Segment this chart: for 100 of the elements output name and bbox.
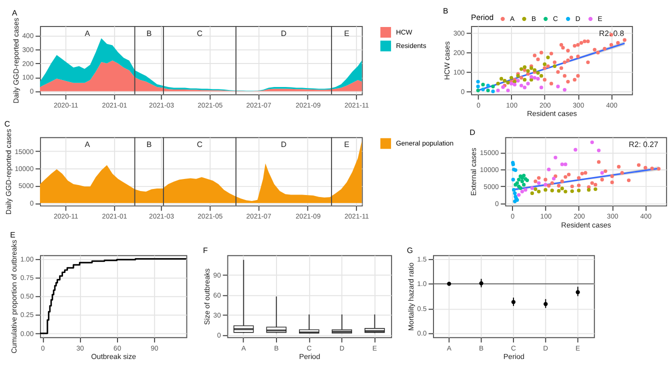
point xyxy=(576,54,580,58)
point xyxy=(520,190,524,194)
legend-title: Period xyxy=(471,13,494,22)
annotation: E xyxy=(344,28,350,38)
point xyxy=(564,175,568,179)
point xyxy=(526,82,530,86)
point xyxy=(586,188,591,192)
point xyxy=(447,282,452,286)
point xyxy=(559,42,564,47)
point xyxy=(476,80,480,84)
point xyxy=(602,46,606,51)
point xyxy=(506,80,510,84)
point xyxy=(486,88,490,92)
point xyxy=(574,148,578,152)
point xyxy=(610,180,614,184)
point xyxy=(542,78,546,82)
point xyxy=(544,182,548,187)
point xyxy=(512,82,516,86)
point xyxy=(562,60,566,64)
point xyxy=(604,169,608,173)
point xyxy=(481,82,485,86)
point xyxy=(546,168,551,172)
point xyxy=(522,174,526,178)
point xyxy=(644,166,648,170)
point xyxy=(524,188,528,192)
point xyxy=(522,65,526,69)
point xyxy=(594,187,598,191)
point xyxy=(532,76,536,80)
point xyxy=(511,300,516,304)
point xyxy=(559,66,564,70)
point xyxy=(576,184,581,188)
point xyxy=(616,41,620,45)
point xyxy=(546,64,550,68)
point xyxy=(590,140,594,144)
point xyxy=(481,88,485,92)
point xyxy=(526,69,530,73)
point xyxy=(579,41,584,45)
point xyxy=(622,38,626,42)
point xyxy=(546,56,550,60)
point xyxy=(534,187,538,191)
point xyxy=(540,50,544,54)
point xyxy=(542,66,546,70)
point xyxy=(530,186,534,190)
chart-title: F xyxy=(203,246,208,256)
point xyxy=(516,78,520,83)
annotation: E xyxy=(344,140,350,149)
point xyxy=(511,178,515,182)
point xyxy=(542,62,546,66)
point xyxy=(540,86,544,90)
point xyxy=(564,190,568,194)
point xyxy=(544,188,548,192)
chart-title: E xyxy=(10,230,16,240)
point xyxy=(491,84,495,88)
point xyxy=(556,84,560,88)
point xyxy=(592,48,596,52)
point xyxy=(566,48,570,52)
point xyxy=(500,76,504,81)
point xyxy=(517,178,521,182)
point xyxy=(536,176,541,180)
point xyxy=(534,180,538,184)
point xyxy=(576,74,580,78)
point xyxy=(572,44,576,48)
point xyxy=(554,174,558,178)
point xyxy=(572,78,576,82)
point xyxy=(491,90,495,94)
point xyxy=(566,172,571,176)
point xyxy=(520,67,524,71)
point xyxy=(513,191,517,196)
point xyxy=(609,42,614,47)
point xyxy=(616,164,621,169)
point xyxy=(496,88,500,92)
point xyxy=(536,76,540,81)
annotation: D xyxy=(280,28,287,38)
point xyxy=(561,46,565,50)
point xyxy=(544,302,548,306)
point xyxy=(576,290,580,294)
point xyxy=(512,188,516,192)
point xyxy=(552,60,556,64)
point xyxy=(570,189,574,193)
point xyxy=(610,174,614,178)
point xyxy=(596,160,601,164)
chart-title: A xyxy=(12,8,18,18)
point xyxy=(552,176,556,180)
point xyxy=(536,181,541,185)
chart-title: D xyxy=(470,128,476,138)
point xyxy=(582,40,586,44)
point xyxy=(476,84,480,88)
point xyxy=(526,72,530,76)
point xyxy=(544,178,548,182)
point xyxy=(650,166,654,170)
point xyxy=(569,56,574,60)
point xyxy=(540,74,544,78)
point xyxy=(560,186,564,190)
point xyxy=(594,182,598,187)
point xyxy=(636,163,641,167)
point xyxy=(556,184,561,188)
annotation: B xyxy=(146,28,152,38)
point xyxy=(479,281,484,286)
point xyxy=(536,190,541,194)
point xyxy=(556,70,560,74)
